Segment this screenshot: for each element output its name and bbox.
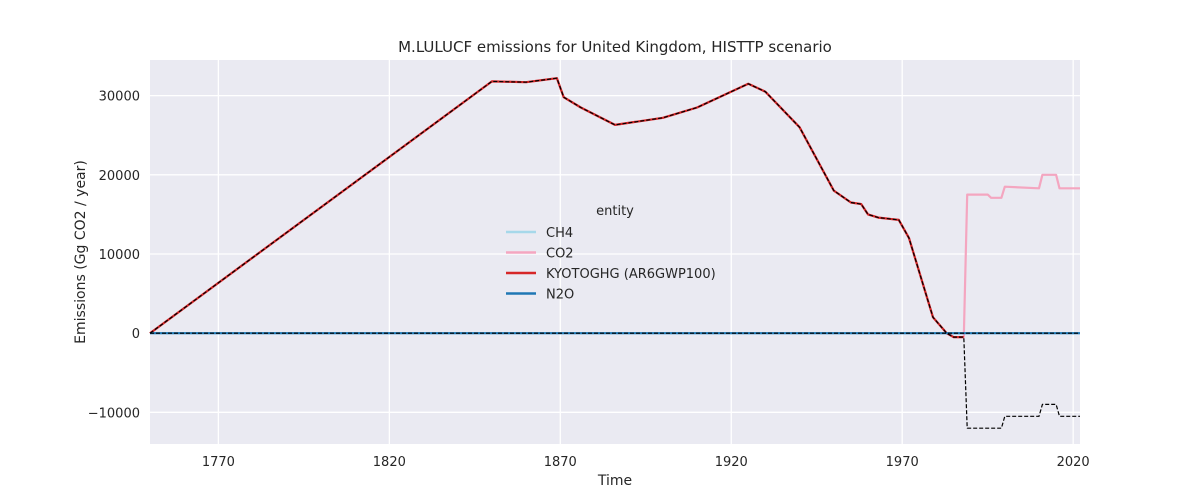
legend: entity CH4 CO2 KYOTOGHG (AR6GWP100) N2O bbox=[506, 204, 716, 303]
x-axis-label: Time bbox=[597, 473, 632, 489]
chart-title: M.LULUCF emissions for United Kingdom, H… bbox=[398, 38, 832, 56]
x-tick-layer: 1770 1820 1870 1920 1970 2020 bbox=[202, 455, 1090, 470]
legend-title: entity bbox=[596, 204, 634, 219]
legend-entry: CO2 bbox=[546, 247, 574, 262]
y-tick-label: 20000 bbox=[99, 169, 140, 184]
y-tick-label: 10000 bbox=[99, 248, 140, 263]
series-layer bbox=[149, 77, 1080, 429]
plot-background bbox=[150, 60, 1080, 444]
y-tick-label: −10000 bbox=[88, 406, 140, 421]
y-axis-label: Emissions (Gg CO2 / year) bbox=[73, 160, 89, 344]
legend-entry: N2O bbox=[546, 288, 574, 303]
x-tick-label: 1870 bbox=[544, 455, 577, 470]
x-tick-label: 1820 bbox=[373, 455, 406, 470]
x-tick-label: 1770 bbox=[202, 455, 235, 470]
legend-entry: KYOTOGHG (AR6GWP100) bbox=[546, 267, 716, 282]
x-tick-label: 1970 bbox=[886, 455, 919, 470]
y-tick-label: 0 bbox=[132, 327, 140, 342]
y-tick-layer: −10000 0 10000 20000 30000 bbox=[88, 90, 140, 422]
x-tick-label: 1920 bbox=[715, 455, 748, 470]
y-tick-label: 30000 bbox=[99, 90, 140, 105]
series-line-total-4 bbox=[149, 77, 1080, 429]
x-tick-label: 2020 bbox=[1057, 455, 1090, 470]
grid-layer bbox=[150, 60, 1080, 444]
legend-entry: CH4 bbox=[546, 226, 573, 241]
